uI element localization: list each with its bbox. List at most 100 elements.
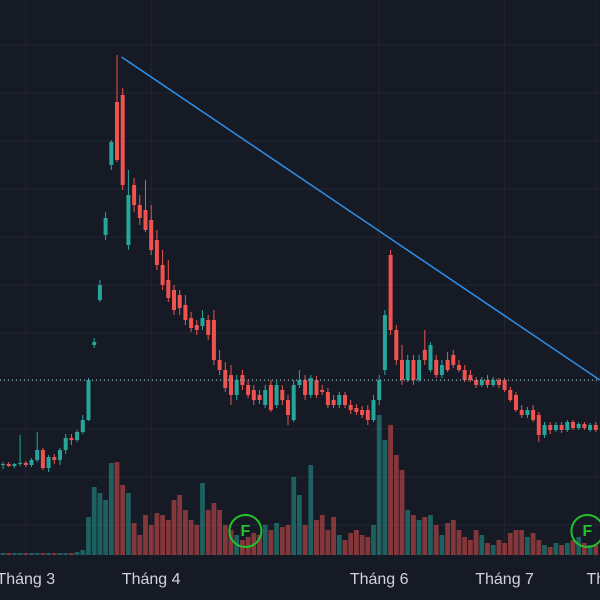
candle-body [35, 450, 40, 460]
volume-bar [183, 510, 188, 555]
volume-bar [211, 503, 217, 555]
candle-body [371, 400, 376, 420]
candle-body [571, 422, 575, 428]
candle-body [229, 375, 233, 395]
candle-body [280, 390, 285, 400]
volume-bar [314, 520, 319, 555]
candle-body [52, 457, 57, 460]
candle-body [405, 360, 410, 380]
volume-bar [108, 463, 114, 555]
candle-body [206, 320, 211, 335]
candle-body [502, 380, 507, 390]
volume-bar [29, 553, 34, 555]
volume-bar [559, 545, 564, 555]
volume-bar [188, 520, 194, 555]
candle-body [268, 385, 273, 410]
volume-bar [268, 530, 274, 555]
volume-bar [279, 527, 285, 555]
volume-bar [416, 520, 422, 555]
candle-body [474, 380, 479, 385]
candle-body [120, 95, 125, 185]
volume-bar [428, 515, 433, 555]
candle-body [536, 415, 541, 435]
candle-body [149, 220, 154, 250]
event-marker [228, 514, 263, 548]
candle-body [143, 210, 148, 230]
volume-bar [194, 525, 200, 555]
candle-body [166, 280, 171, 298]
candle-body [97, 285, 102, 300]
candle-body [593, 425, 598, 430]
candle-body [263, 390, 268, 405]
trend-line [121, 56, 600, 381]
candle-body [548, 425, 553, 430]
volume-bar [359, 535, 365, 555]
volume-bar [114, 462, 120, 555]
volume-bar [200, 483, 205, 555]
volume-bar [342, 540, 348, 555]
volume-bar [285, 525, 291, 555]
volume-bar [12, 553, 17, 555]
volume-bar [371, 525, 376, 555]
volume-bar [131, 523, 137, 555]
candle-body [439, 365, 444, 375]
candle-body [303, 380, 308, 395]
volume-bar [154, 513, 160, 555]
volume-bar [513, 530, 519, 555]
volume-bar [450, 520, 456, 555]
volume-bar [97, 493, 103, 555]
volume-bar [91, 487, 97, 555]
candle-body [377, 380, 382, 400]
candle-body [200, 318, 205, 326]
x-tick-label: Th [586, 571, 600, 588]
x-tick-label: Tháng 4 [122, 571, 181, 588]
volume-bar [126, 493, 131, 555]
volume-bar [468, 540, 473, 555]
candle-body [189, 318, 194, 328]
volume-bar [399, 470, 405, 555]
candle-body [485, 380, 490, 385]
volume-bar [257, 535, 262, 555]
volume-bar [376, 415, 382, 555]
candle-body [109, 142, 114, 165]
candle-body [542, 425, 547, 435]
volume-bar [308, 465, 314, 555]
candle-body [291, 385, 296, 420]
candle-body [211, 320, 216, 360]
volume-bar [570, 540, 576, 555]
candle-body [6, 464, 11, 466]
volume-bar [80, 550, 86, 555]
volume-bar [462, 537, 468, 555]
volume-bar [40, 553, 46, 555]
volume-bar [365, 537, 371, 555]
candle-body [462, 370, 467, 380]
volume-bar [445, 523, 450, 555]
volume-bar [479, 535, 485, 555]
candle-body [240, 375, 245, 385]
volume-bar [17, 553, 23, 555]
volume-bar [525, 537, 530, 555]
volume-bar [325, 530, 331, 555]
volume-bar [46, 553, 51, 555]
candle-body [491, 380, 496, 385]
volume-bar [490, 545, 496, 555]
candle-body [75, 432, 80, 440]
candle-body [325, 392, 330, 405]
volume-bar [302, 525, 308, 555]
candle-body [160, 265, 165, 285]
volume-bar [297, 495, 302, 555]
candle-body [337, 395, 342, 405]
candle-body [194, 325, 199, 330]
candle-body [23, 463, 28, 465]
candle-body [297, 380, 302, 385]
volume-bar [63, 553, 69, 555]
candle-body [29, 460, 34, 465]
candle-body [343, 395, 347, 405]
candle-body [417, 360, 422, 380]
volume-bar [228, 530, 234, 555]
candle-body [457, 365, 461, 370]
candle-body [576, 424, 581, 428]
candle-body [331, 400, 336, 405]
candle-body [274, 385, 279, 405]
candle-body [365, 410, 370, 420]
